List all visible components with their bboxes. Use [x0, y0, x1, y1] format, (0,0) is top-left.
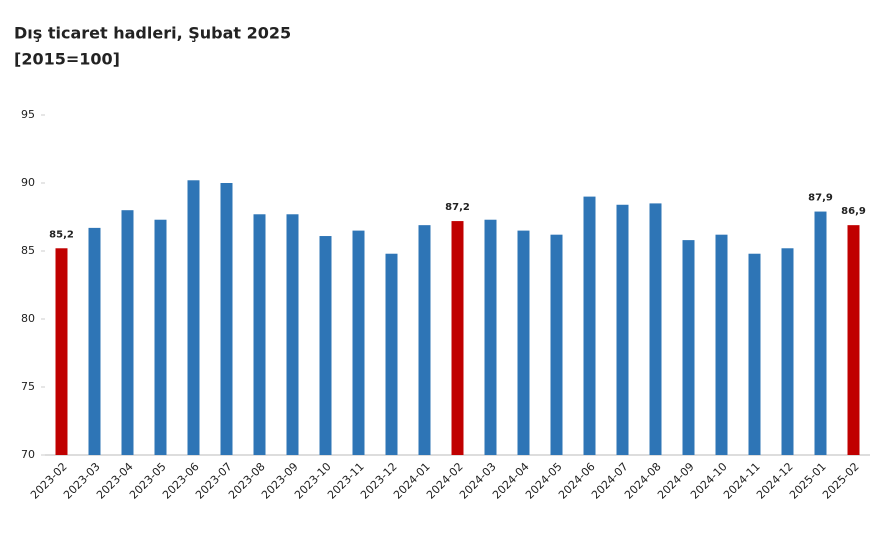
bar [616, 204, 629, 455]
bar [814, 211, 827, 455]
bar [319, 236, 332, 455]
bar [550, 234, 563, 455]
y-tick-label: 70 [21, 448, 35, 461]
bar [682, 240, 695, 455]
bar [88, 227, 101, 455]
value-label: 86,9 [841, 206, 866, 217]
bar [451, 221, 464, 455]
bar [55, 248, 68, 455]
bar [517, 230, 530, 455]
bar [781, 248, 794, 455]
bar [253, 214, 266, 455]
bar [583, 196, 596, 455]
bar [484, 219, 497, 455]
bar [154, 219, 167, 455]
bar [715, 234, 728, 455]
bar [418, 225, 431, 455]
bar [649, 203, 662, 455]
chart-subtitle: [2015=100] [14, 50, 120, 69]
value-label: 87,9 [808, 193, 833, 204]
bar [385, 253, 398, 455]
y-tick-label: 80 [21, 312, 35, 325]
bar [352, 230, 365, 455]
bar [220, 183, 233, 455]
chart-title: Dış ticaret hadleri, Şubat 2025 [14, 24, 291, 43]
y-tick-label: 90 [21, 176, 35, 189]
value-label: 87,2 [445, 202, 470, 213]
bar [286, 214, 299, 455]
x-tick-label: 2025-02 [820, 460, 862, 502]
bar [847, 225, 860, 455]
bar [187, 180, 200, 455]
value-label: 85,2 [49, 229, 74, 240]
y-tick-label: 95 [21, 108, 35, 121]
bar [121, 210, 134, 455]
bar [748, 253, 761, 455]
y-tick-label: 85 [21, 244, 35, 257]
y-tick-label: 75 [21, 380, 35, 393]
